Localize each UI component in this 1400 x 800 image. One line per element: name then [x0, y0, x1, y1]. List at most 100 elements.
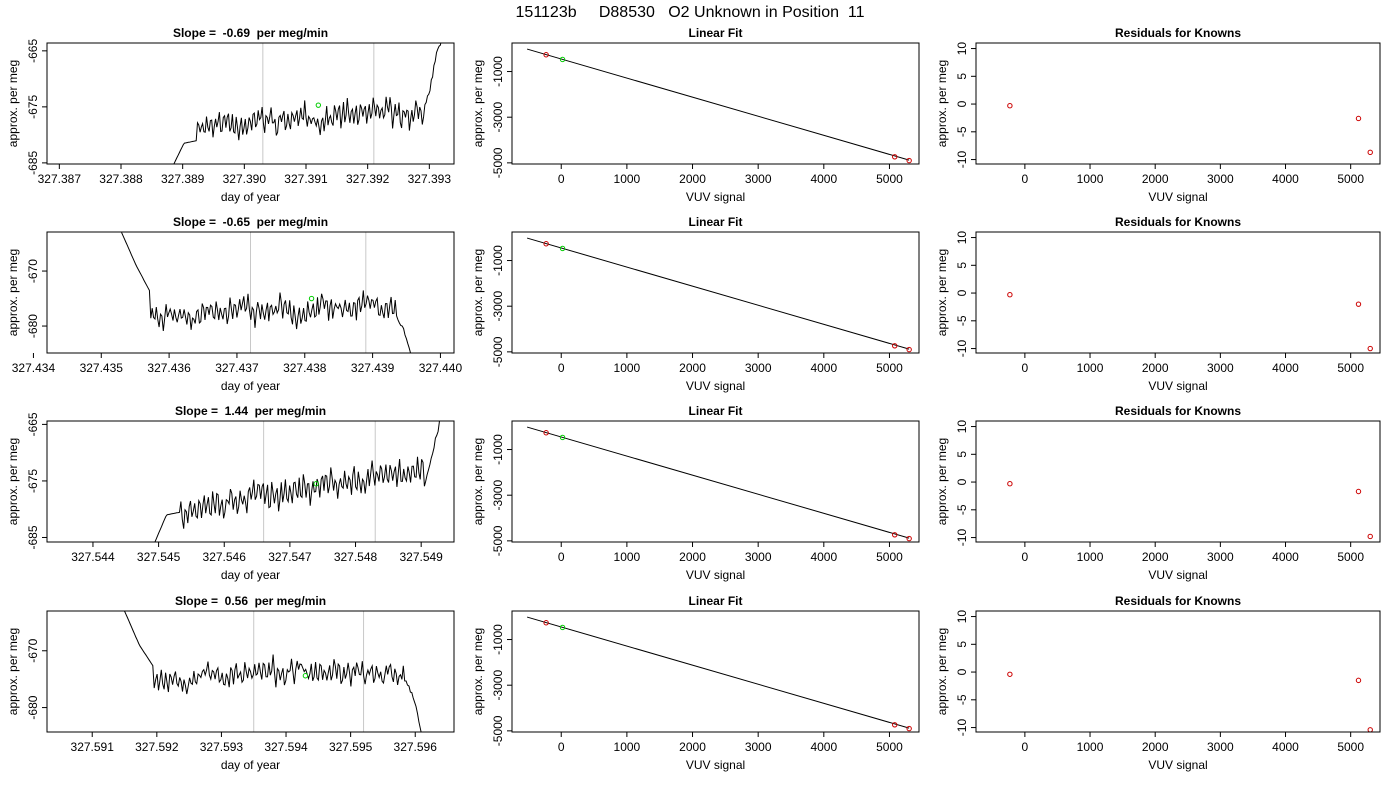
unknown-marker — [315, 102, 322, 108]
x-axis-label: VUV signal — [1148, 379, 1207, 393]
x-tick-label: 327.546 — [203, 550, 247, 564]
x-tick-label: 1000 — [1077, 172, 1104, 186]
known-point-2 — [906, 725, 912, 732]
x-tick-label: 4000 — [810, 550, 837, 564]
x-tick-label: 327.595 — [329, 740, 373, 754]
x-tick-label: 327.545 — [137, 550, 181, 564]
x-tick-label: 5000 — [1337, 361, 1364, 375]
y-tick-label: -10 — [955, 151, 969, 169]
plot-frame — [975, 42, 1381, 165]
x-tick-label: 1000 — [1077, 740, 1104, 754]
chart-title: Slope = 1.44 per meg/min — [175, 404, 326, 418]
x-tick-label: 3000 — [745, 172, 772, 186]
fit-line — [526, 616, 910, 729]
chart-title: Residuals for Knowns — [1115, 26, 1241, 40]
chart-title: Residuals for Knowns — [1115, 404, 1241, 418]
chart-fit-4: Linear Fit 0 1000 2000 3000 4000 5000 -1000 -300… — [471, 594, 920, 772]
known-point-2 — [906, 346, 912, 353]
x-axis-label: VUV signal — [686, 190, 745, 204]
y-axis-label: approx. per meg — [6, 249, 20, 336]
chart-title: Residuals for Knowns — [1115, 215, 1241, 229]
known-point-0 — [543, 620, 549, 626]
fit-line — [526, 237, 910, 350]
chart-time-2: Slope = -0.65 per meg/min 327.434 327.435 3… — [6, 215, 462, 393]
known-point-2 — [1367, 149, 1373, 156]
x-tick-label: 3000 — [745, 361, 772, 375]
x-tick-label: 2000 — [679, 550, 706, 564]
plot-frame — [511, 42, 920, 165]
y-axis-label: approx. per meg — [471, 628, 485, 715]
y-tick-label: 0 — [955, 478, 969, 485]
y-axis-label: approx. per meg — [6, 438, 20, 525]
y-tick-label: -5 — [955, 126, 969, 137]
plot-frame — [975, 610, 1381, 733]
chart-fit-3: Linear Fit 0 1000 2000 3000 4000 5000 -1000 -300… — [471, 404, 920, 582]
y-tick-label: -5 — [955, 694, 969, 705]
known-point-0 — [1007, 481, 1013, 487]
y-tick-label: 5 — [955, 641, 969, 648]
x-tick-label: 3000 — [1207, 740, 1234, 754]
x-tick-label: 5000 — [876, 172, 903, 186]
x-tick-label: 5000 — [1337, 172, 1364, 186]
x-tick-label: 327.547 — [268, 550, 312, 564]
x-tick-label: 3000 — [1207, 361, 1234, 375]
x-tick-label: 327.591 — [71, 740, 115, 754]
x-tick-label: 2000 — [1142, 550, 1169, 564]
y-tick-label: -5000 — [491, 525, 505, 556]
y-tick-label: 10 — [955, 420, 969, 434]
x-axis-label: day of year — [221, 379, 280, 393]
known-point-1 — [1355, 488, 1362, 495]
x-tick-label: 2000 — [1142, 172, 1169, 186]
y-axis-label: approx. per meg — [471, 438, 485, 525]
known-point-1 — [892, 343, 898, 349]
known-point-0 — [543, 52, 549, 58]
x-tick-label: 0 — [1022, 172, 1029, 186]
y-axis-label: approx. per meg — [471, 60, 485, 147]
unknown-marker — [302, 673, 309, 679]
unknown-point-0 — [559, 434, 566, 441]
x-axis-label: VUV signal — [1148, 758, 1207, 772]
y-axis-label: approx. per meg — [471, 249, 485, 336]
x-tick-label: 2000 — [679, 740, 706, 754]
known-point-0 — [543, 430, 549, 436]
y-tick-label: -670 — [26, 638, 40, 662]
x-tick-label: 4000 — [810, 740, 837, 754]
x-tick-label: 0 — [558, 172, 565, 186]
x-tick-label: 4000 — [1272, 550, 1299, 564]
x-axis-label: VUV signal — [686, 758, 745, 772]
y-tick-label: 10 — [955, 42, 969, 56]
chart-title: Linear Fit — [688, 404, 742, 418]
x-tick-label: 327.434 — [12, 361, 56, 375]
x-tick-label: 327.387 — [38, 172, 82, 186]
fit-line — [526, 426, 910, 539]
x-tick-label: 327.594 — [264, 740, 308, 754]
chart-fit-1: Linear Fit 0 1000 2000 3000 4000 5000 -1000 -300… — [471, 26, 920, 204]
known-point-0 — [1007, 103, 1013, 109]
x-tick-label: 3000 — [745, 740, 772, 754]
x-tick-label: 327.435 — [80, 361, 124, 375]
page-title: 151123b D88530 O2 Unknown in Position 11 — [516, 4, 865, 21]
y-tick-label: -5000 — [491, 336, 505, 367]
unknown-point-0 — [559, 56, 566, 63]
y-tick-label: -10 — [955, 719, 969, 737]
x-tick-label: 327.389 — [161, 172, 205, 186]
x-tick-label: 1000 — [614, 361, 641, 375]
chart-resid-4: Residuals for Knowns 0 1000 2000 3000 4000 500… — [935, 594, 1381, 772]
y-tick-label: 10 — [955, 610, 969, 624]
y-tick-label: -5000 — [491, 147, 505, 178]
unknown-point-0 — [559, 245, 566, 252]
x-tick-label: 327.593 — [200, 740, 244, 754]
y-tick-label: -5000 — [491, 715, 505, 746]
y-tick-label: -3000 — [491, 291, 505, 322]
x-tick-label: 327.393 — [408, 172, 452, 186]
y-tick-label: -665 — [26, 412, 40, 436]
chart-title: Residuals for Knowns — [1115, 594, 1241, 608]
x-tick-label: 0 — [1022, 740, 1029, 754]
x-axis-label: VUV signal — [1148, 190, 1207, 204]
x-tick-label: 1000 — [1077, 550, 1104, 564]
y-axis-label: approx. per meg — [935, 249, 949, 336]
x-tick-label: 327.437 — [215, 361, 259, 375]
chart-time-4: Slope = 0.56 per meg/min 327.591 327.592 32… — [6, 594, 455, 772]
x-tick-label: 327.544 — [71, 550, 115, 564]
